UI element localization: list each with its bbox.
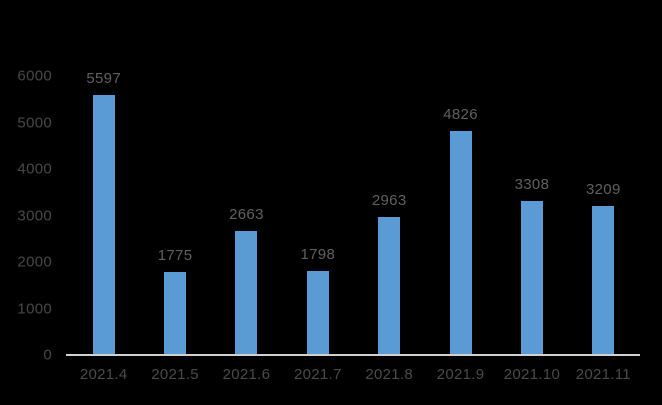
y-tick-label: 4000	[17, 160, 52, 178]
y-tick-label: 1000	[17, 300, 52, 317]
x-tick-label: 2021.5	[151, 366, 199, 383]
y-tick-label: 6000	[17, 67, 52, 85]
bar-value-label: 2963	[371, 192, 407, 210]
x-axis-line	[66, 354, 640, 356]
bar-2021.6	[235, 231, 258, 354]
y-tick-label: 0	[43, 346, 52, 364]
bar-2021.10	[520, 201, 543, 354]
bar-value-label: 4826	[443, 105, 478, 123]
bar-2021.8	[378, 217, 401, 354]
x-tick-label: 2021.4	[79, 366, 128, 383]
bar-2021.4	[92, 94, 115, 354]
bar-2021.5	[164, 272, 187, 354]
x-tick-label: 2021.6	[222, 366, 271, 383]
x-tick-label: 2021.11	[575, 366, 631, 383]
bar-2021.11	[592, 205, 615, 354]
x-tick-label: 2021.7	[293, 366, 342, 383]
bar-value-label: 1775	[157, 247, 193, 265]
y-tick-label: 2000	[17, 253, 52, 271]
bar-value-label: 3308	[514, 176, 550, 194]
bar-2021.9	[449, 130, 472, 354]
x-tick-label: 2021.8	[365, 366, 414, 383]
bar-2021.7	[306, 271, 329, 354]
bar-value-label: 1798	[300, 246, 336, 264]
y-tick-label: 3000	[17, 207, 52, 224]
y-tick-label: 5000	[17, 114, 52, 131]
bar-value-label: 3209	[586, 180, 621, 198]
bar-value-label: 5597	[86, 69, 121, 87]
x-tick-label: 2021.9	[436, 366, 485, 383]
bar-value-label: 2663	[229, 206, 264, 224]
x-tick-label: 2021.10	[503, 366, 561, 383]
